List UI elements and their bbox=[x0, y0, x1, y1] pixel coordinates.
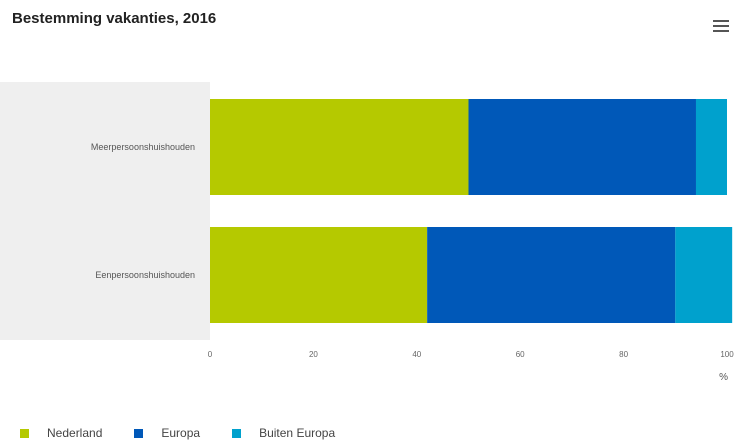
hamburger-menu-icon[interactable] bbox=[713, 20, 729, 34]
bar-buiten-europa-1[interactable] bbox=[675, 227, 733, 323]
category-label: Eenpersoonshuishouden bbox=[95, 270, 195, 280]
category-label: Meerpersoonshuishouden bbox=[91, 142, 195, 152]
legend-item[interactable]: Nederland bbox=[20, 426, 102, 440]
x-tick-label: 60 bbox=[516, 350, 525, 359]
bars-group bbox=[210, 99, 733, 323]
legend-item[interactable]: Buiten Europa bbox=[232, 426, 335, 440]
x-tick-label: 0 bbox=[208, 350, 213, 359]
x-unit-label: % bbox=[719, 372, 728, 383]
legend-label: Nederland bbox=[47, 426, 103, 440]
bar-nederland-1[interactable] bbox=[210, 227, 428, 323]
bar-europa-1[interactable] bbox=[427, 227, 676, 323]
legend-label: Buiten Europa bbox=[259, 426, 336, 440]
category-band bbox=[0, 82, 210, 340]
legend: Nederland Europa Buiten Europa bbox=[20, 426, 367, 440]
legend-swatch bbox=[232, 428, 242, 438]
legend-item[interactable]: Europa bbox=[134, 426, 200, 440]
bar-buiten-europa-0[interactable] bbox=[695, 99, 727, 195]
bar-nederland-0[interactable] bbox=[210, 99, 469, 195]
category-labels: Meerpersoonshuishouden Eenpersoonshuishou… bbox=[91, 142, 195, 280]
x-tick-label: 20 bbox=[309, 350, 318, 359]
legend-label: Europa bbox=[161, 426, 201, 440]
x-tick-label: 40 bbox=[412, 350, 421, 359]
legend-swatch bbox=[134, 428, 144, 438]
x-tick-label: 100 bbox=[720, 350, 734, 359]
chart-title: Bestemming vakanties, 2016 bbox=[12, 10, 217, 27]
bar-europa-0[interactable] bbox=[468, 99, 696, 195]
x-axis-ticks: 0 20 40 60 80 100 bbox=[208, 350, 734, 359]
x-tick-label: 80 bbox=[619, 350, 628, 359]
legend-swatch bbox=[20, 428, 29, 438]
